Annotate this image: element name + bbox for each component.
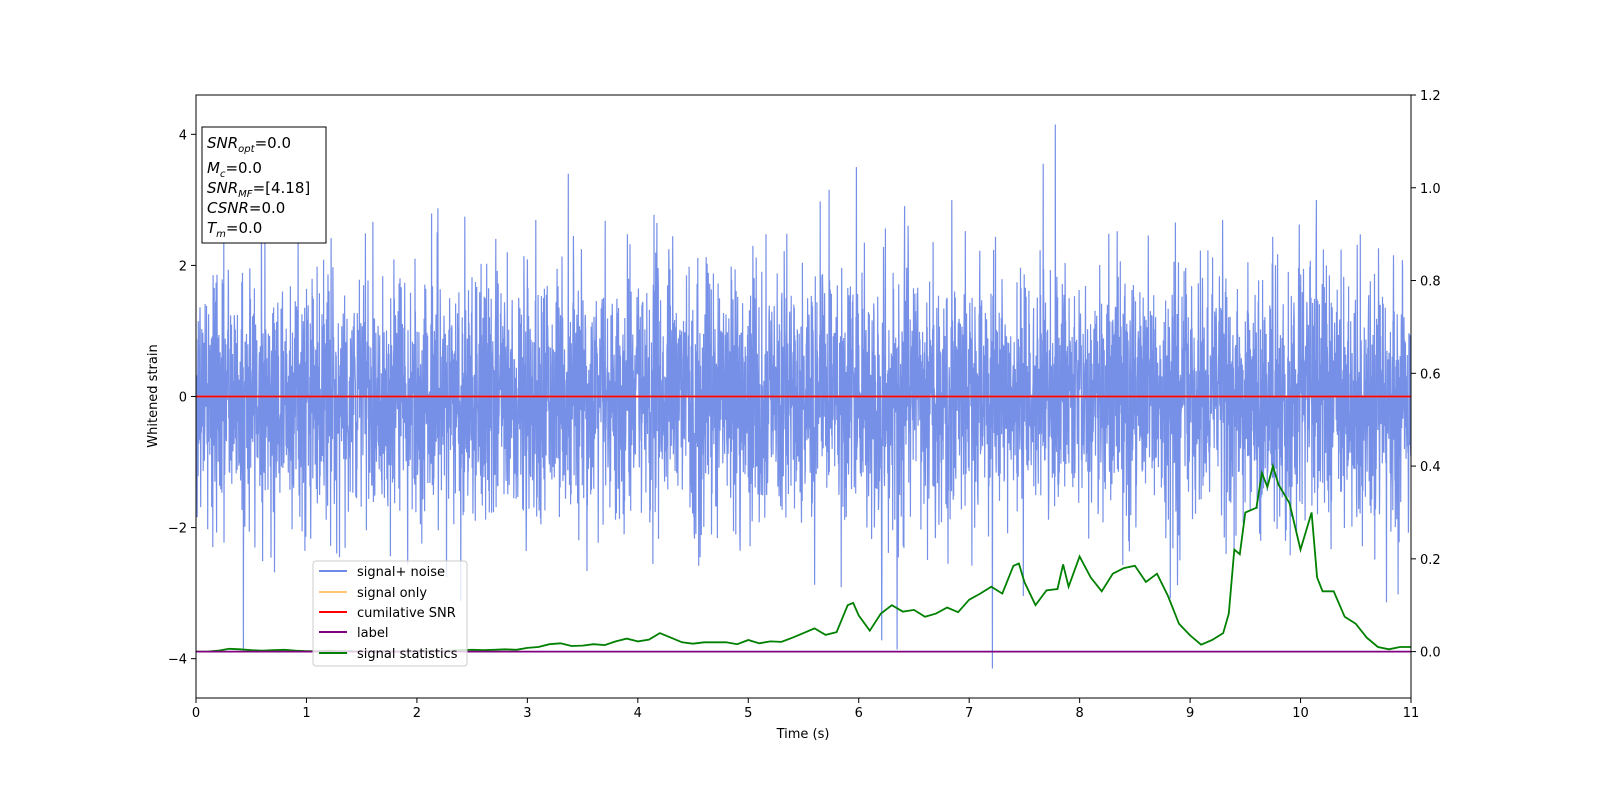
- legend-item-label: label: [319, 626, 388, 641]
- legend-item-signal-statistics: signal statistics: [319, 647, 458, 662]
- x-tick-label: 5: [744, 706, 752, 721]
- y2-tick-label: 1.2: [1420, 89, 1441, 104]
- x-tick-label: 7: [965, 706, 973, 721]
- info-box-frame: [201, 126, 327, 244]
- x-tick-label: 6: [855, 706, 863, 721]
- legend-item-cumilative-snr: cumilative SNR: [319, 606, 456, 621]
- y-tick-label: 4: [179, 128, 187, 143]
- y2-tick-label: 0.6: [1420, 367, 1441, 382]
- legend: signal+ noise signal only cumilative SNR…: [312, 560, 468, 667]
- legend-label: signal statistics: [357, 647, 458, 662]
- y-tick-label: 2: [179, 259, 187, 274]
- legend-frame: [312, 560, 468, 667]
- legend-item-signal-only: signal only: [319, 586, 427, 601]
- info-mc: Mc=0.0: [207, 159, 262, 180]
- y-axis-title: Whitened strain: [146, 344, 161, 447]
- x-tick-label: 0: [192, 706, 200, 721]
- y-axis-left: −4 −2 0 2 4: [168, 128, 196, 668]
- legend-label: label: [357, 626, 388, 641]
- series-signal-noise: [196, 124, 1411, 669]
- x-tick-label: 9: [1186, 706, 1194, 721]
- y-tick-label: −4: [168, 653, 187, 668]
- y-tick-label: 0: [179, 391, 187, 406]
- x-axis-title: Time (s): [776, 727, 830, 742]
- y-axis-right: 0.0 0.2 0.4 0.6 0.8 1.0 1.2: [1411, 89, 1441, 661]
- info-snr-opt: SNRopt=0.0: [207, 134, 291, 155]
- x-tick-label: 4: [634, 706, 642, 721]
- x-tick-label: 8: [1075, 706, 1083, 721]
- y2-tick-label: 1.0: [1420, 182, 1441, 197]
- y2-tick-label: 0.8: [1420, 275, 1441, 290]
- x-tick-label: 2: [413, 706, 421, 721]
- legend-label: signal only: [357, 586, 427, 601]
- info-tm: Tm=0.0: [207, 219, 262, 240]
- info-snr-mf: SNRMF=[4.18]: [207, 179, 310, 200]
- x-tick-label: 10: [1292, 706, 1309, 721]
- y2-tick-label: 0.0: [1420, 646, 1441, 661]
- x-axis: 0 1 2 3 4 5 6 7 8 9 10 11: [192, 698, 1419, 721]
- legend-label: signal+ noise: [357, 565, 445, 580]
- legend-item-signal-noise: signal+ noise: [319, 565, 445, 580]
- y-tick-label: −2: [168, 522, 187, 537]
- y2-tick-label: 0.2: [1420, 553, 1441, 568]
- x-tick-label: 11: [1403, 706, 1420, 721]
- x-tick-label: 3: [523, 706, 531, 721]
- y2-tick-label: 0.4: [1420, 460, 1441, 475]
- x-tick-label: 1: [302, 706, 310, 721]
- legend-label: cumilative SNR: [357, 606, 456, 621]
- info-csnr: CSNR=0.0: [207, 199, 285, 217]
- info-box: SNRopt=0.0 Mc=0.0 SNRMF=[4.18] CSNR=0.0 …: [201, 126, 327, 244]
